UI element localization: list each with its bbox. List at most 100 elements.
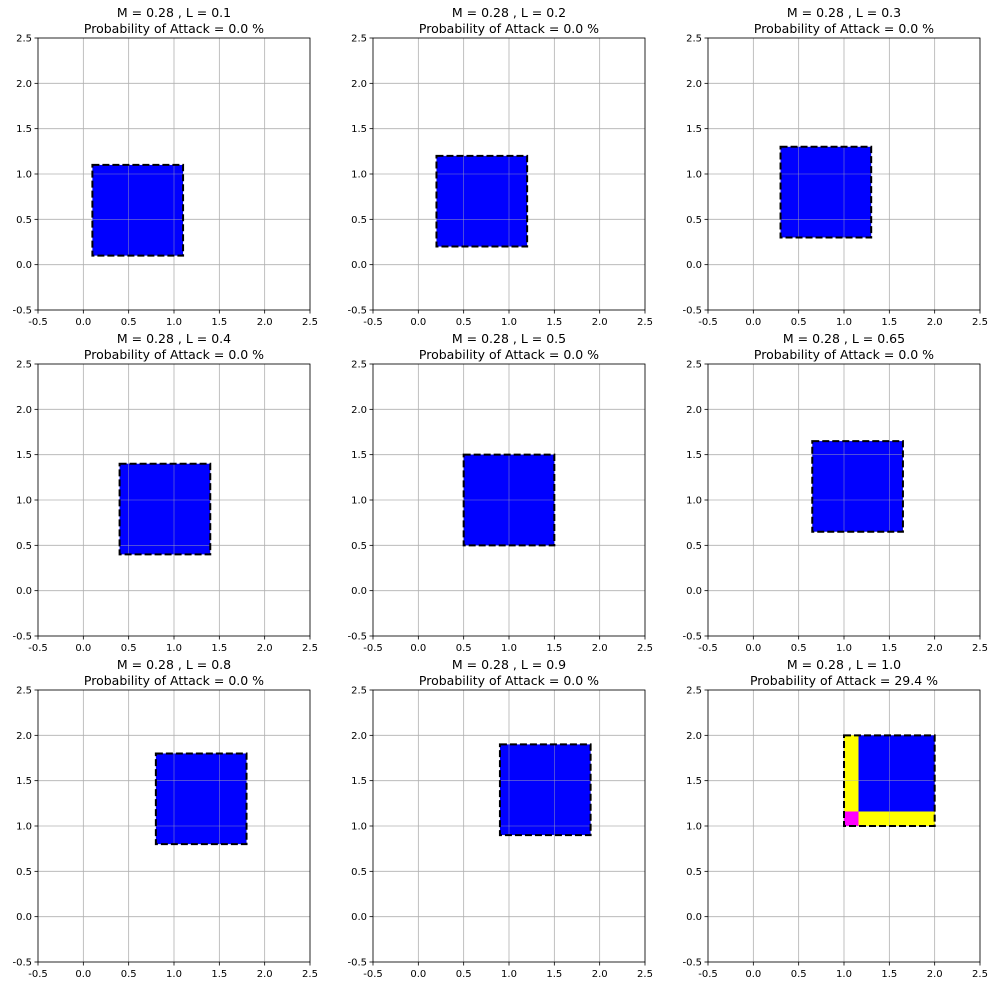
- y-tick-label: 2.5: [686, 360, 702, 371]
- x-tick-label: 2.5: [637, 317, 653, 328]
- x-tick-label: 2.0: [592, 317, 608, 328]
- x-tick-label: 0.0: [745, 643, 761, 654]
- x-tick-label: 2.0: [927, 317, 943, 328]
- y-tick-label: 1.5: [351, 776, 367, 787]
- y-tick-label: 0.5: [351, 541, 367, 552]
- y-tick-label: 0.0: [686, 586, 702, 597]
- y-tick-label: 1.5: [351, 450, 367, 461]
- x-tick-label: -0.5: [28, 643, 48, 654]
- x-tick-label: -0.5: [698, 969, 718, 980]
- subplot-title: M = 0.28 , L = 0.8: [117, 657, 231, 672]
- x-tick-label: 2.0: [927, 969, 943, 980]
- region-outline: [154, 752, 248, 846]
- x-tick-label: 2.0: [927, 643, 943, 654]
- subplot-subtitle: Probability of Attack = 0.0 %: [419, 347, 599, 362]
- subplot-title: M = 0.28 , L = 0.5: [452, 331, 566, 346]
- x-tick-label: 2.0: [592, 643, 608, 654]
- x-tick-label: 0.0: [410, 969, 426, 980]
- subplot-subtitle: Probability of Attack = 0.0 %: [419, 673, 599, 688]
- subplot-title: M = 0.28 , L = 0.1: [117, 5, 231, 20]
- region-blue: [155, 753, 247, 845]
- y-tick-label: -0.5: [12, 306, 32, 317]
- y-tick-label: 2.0: [351, 405, 367, 416]
- region-blue: [119, 463, 211, 555]
- y-tick-label: 2.0: [686, 731, 702, 742]
- y-tick-label: 2.5: [16, 360, 32, 371]
- x-tick-label: -0.5: [28, 317, 48, 328]
- x-tick-label: 0.0: [75, 643, 91, 654]
- subplot-subtitle: Probability of Attack = 0.0 %: [754, 21, 934, 36]
- y-tick-label: 1.5: [16, 450, 32, 461]
- x-tick-label: 0.5: [456, 969, 472, 980]
- subplot-title: M = 0.28 , L = 0.9: [452, 657, 566, 672]
- region-outline: [843, 734, 936, 827]
- axes-frame: [37, 689, 311, 963]
- x-tick-label: 0.5: [456, 317, 472, 328]
- y-tick-label: 0.0: [351, 260, 367, 271]
- y-tick-label: 1.0: [16, 170, 32, 181]
- x-tick-label: 1.5: [881, 969, 897, 980]
- axes-frame: [707, 363, 981, 637]
- x-tick-label: 1.5: [881, 643, 897, 654]
- x-tick-label: 1.0: [836, 643, 852, 654]
- subplot-title: M = 0.28 , L = 1.0: [787, 657, 901, 672]
- region-yellow-left: [844, 735, 859, 812]
- y-tick-label: 0.0: [16, 260, 32, 271]
- y-tick-label: 0.0: [16, 912, 32, 923]
- y-tick-label: 1.0: [16, 822, 32, 833]
- x-tick-label: 0.0: [75, 969, 91, 980]
- y-tick-label: 0.5: [686, 541, 702, 552]
- subplot-title: M = 0.28 , L = 0.2: [452, 5, 566, 20]
- subplot-subtitle: Probability of Attack = 0.0 %: [84, 673, 264, 688]
- x-tick-label: 2.5: [302, 317, 318, 328]
- x-tick-label: 2.5: [972, 317, 988, 328]
- y-tick-label: 0.5: [351, 215, 367, 226]
- y-tick-label: 2.5: [351, 360, 367, 371]
- y-tick-label: 2.5: [686, 686, 702, 697]
- axes-frame: [707, 37, 981, 311]
- y-tick-label: 2.0: [351, 79, 367, 90]
- y-tick-label: -0.5: [347, 958, 367, 969]
- x-tick-label: 0.5: [121, 317, 137, 328]
- y-tick-label: 0.5: [16, 215, 32, 226]
- x-tick-label: 1.0: [166, 317, 182, 328]
- region-outline: [91, 163, 185, 257]
- subplot-title: M = 0.28 , L = 0.4: [117, 331, 231, 346]
- y-tick-label: 2.5: [351, 34, 367, 45]
- y-tick-label: 1.0: [686, 170, 702, 181]
- axes-frame: [372, 37, 646, 311]
- x-tick-label: 0.5: [456, 643, 472, 654]
- y-tick-label: 1.0: [351, 496, 367, 507]
- y-tick-label: -0.5: [682, 306, 702, 317]
- x-tick-label: -0.5: [698, 317, 718, 328]
- x-tick-label: 2.5: [302, 969, 318, 980]
- x-tick-label: -0.5: [363, 969, 383, 980]
- y-tick-label: 0.5: [16, 541, 32, 552]
- axes-frame: [37, 37, 311, 311]
- region-blue: [499, 744, 591, 836]
- subplot-subtitle: Probability of Attack = 0.0 %: [84, 21, 264, 36]
- x-tick-label: -0.5: [28, 969, 48, 980]
- y-tick-label: 0.0: [686, 260, 702, 271]
- y-tick-label: 1.0: [686, 822, 702, 833]
- y-tick-label: -0.5: [347, 306, 367, 317]
- x-tick-label: 1.5: [546, 643, 562, 654]
- y-tick-label: 1.5: [16, 776, 32, 787]
- x-tick-label: 0.5: [791, 643, 807, 654]
- x-tick-label: 0.0: [410, 643, 426, 654]
- y-tick-label: 1.0: [686, 496, 702, 507]
- x-tick-label: -0.5: [698, 643, 718, 654]
- y-tick-label: 1.0: [351, 170, 367, 181]
- y-tick-label: -0.5: [347, 632, 367, 643]
- y-tick-label: 0.5: [351, 867, 367, 878]
- x-tick-label: 1.0: [166, 969, 182, 980]
- region-magenta-corner: [844, 811, 859, 826]
- x-tick-label: 1.5: [211, 969, 227, 980]
- region-outline: [498, 743, 592, 837]
- y-tick-label: 1.5: [686, 450, 702, 461]
- x-tick-label: 1.5: [546, 317, 562, 328]
- region-outline: [118, 462, 212, 556]
